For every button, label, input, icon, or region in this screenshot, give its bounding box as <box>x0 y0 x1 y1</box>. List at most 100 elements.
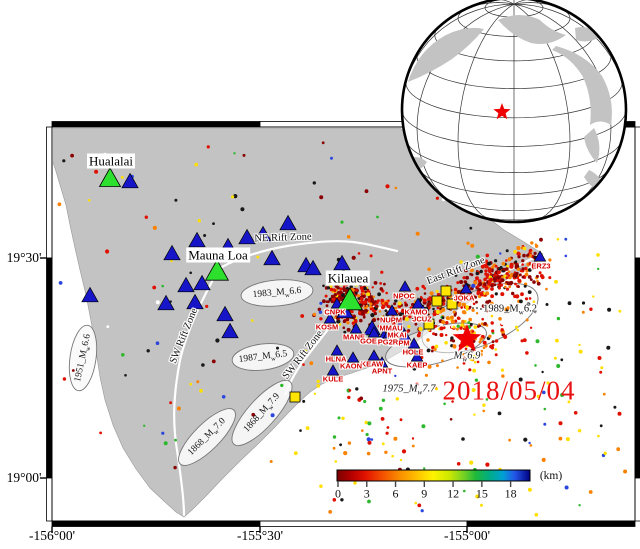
quake-dot <box>487 261 491 266</box>
quake-dot <box>348 389 352 392</box>
quake-dot <box>357 252 361 255</box>
quake-dot <box>439 326 444 331</box>
quake-dot <box>276 346 279 350</box>
quake-dot <box>533 251 537 255</box>
quake-dot <box>189 271 192 275</box>
quake-dot <box>525 318 529 322</box>
labeled-station-triangle <box>326 364 340 376</box>
quake-dot <box>567 301 572 306</box>
quake-dot <box>524 266 528 271</box>
quake-dot <box>269 460 273 463</box>
quake-dot <box>478 324 482 328</box>
quake-dot <box>353 319 358 324</box>
quake-dot <box>504 285 507 289</box>
quake-dot <box>500 368 504 372</box>
quake-dot <box>528 297 532 300</box>
quake-dot <box>347 395 351 400</box>
quake-dot <box>528 441 531 445</box>
quake-dot <box>509 280 514 285</box>
quake-dot <box>376 215 379 219</box>
labeled-station-triangle <box>533 250 547 262</box>
quake-dot <box>592 295 595 298</box>
quake-dot <box>505 259 508 262</box>
quake-dot <box>471 283 476 288</box>
quake-dot <box>423 467 426 470</box>
quake-dot <box>478 282 483 286</box>
quake-dot <box>330 300 334 304</box>
quake-dot <box>433 347 437 351</box>
quake-dot <box>488 277 494 282</box>
quake-dot <box>543 422 547 426</box>
quake-dot <box>364 189 369 194</box>
quake-dot <box>433 385 437 389</box>
quake-dot <box>441 316 445 319</box>
quake-dot <box>399 418 403 422</box>
quake-dot <box>494 292 498 296</box>
quake-dot <box>363 306 367 310</box>
labeled-station-triangle <box>346 351 360 363</box>
quake-dot <box>499 266 503 270</box>
quake-dot <box>376 299 380 303</box>
quake-dot <box>418 326 423 332</box>
quake-dot <box>597 356 602 360</box>
quake-dot <box>231 195 235 199</box>
frame-left-segment <box>46 477 53 522</box>
quake-dot <box>534 364 537 367</box>
frame-right-segment <box>634 477 640 522</box>
frame-bottom-segment <box>259 520 468 527</box>
continent-north-america <box>552 46 612 125</box>
quake-dot <box>280 383 284 388</box>
quake-dot <box>516 267 520 271</box>
quake-dot <box>270 413 275 418</box>
quake-dot <box>453 287 458 292</box>
quake-dot <box>578 349 583 354</box>
quake-dot <box>412 310 416 314</box>
quake-dot <box>542 390 546 395</box>
quake-dot <box>385 291 389 295</box>
quake-dot <box>472 368 477 373</box>
frame-right-segment <box>634 126 640 259</box>
quake-dot <box>176 406 181 411</box>
quake-dot <box>514 282 517 286</box>
quake-dot <box>471 308 475 312</box>
quake-dot <box>408 315 412 319</box>
quake-dot <box>553 356 557 360</box>
quake-dot <box>415 231 420 236</box>
quake-dot <box>378 310 382 313</box>
quake-dot <box>565 437 570 442</box>
quake-dot <box>555 338 559 343</box>
quake-dot <box>567 400 571 404</box>
quake-dot <box>473 325 478 329</box>
quake-dot <box>606 345 611 350</box>
quake-dot <box>464 347 468 351</box>
quake-dot <box>469 272 472 276</box>
quake-dot <box>174 438 178 442</box>
seismic-station-triangle <box>263 249 281 266</box>
quake-dot <box>434 277 437 280</box>
quake-dot <box>361 429 364 432</box>
station-label-mmau: MMAU <box>379 323 403 333</box>
quake-dot <box>479 337 483 341</box>
seismic-station-triangle <box>238 228 256 245</box>
quake-dot <box>453 314 457 317</box>
quake-dot <box>454 273 458 277</box>
station-label-ktpm: KTPM <box>388 338 410 348</box>
quake-dot <box>163 441 168 446</box>
quake-dot <box>374 300 377 303</box>
quake-dot <box>121 353 125 357</box>
quake-dot <box>490 321 494 325</box>
quake-dot <box>492 277 497 282</box>
quake-dot <box>351 255 356 260</box>
quake-dot <box>385 486 388 489</box>
quake-dot <box>517 285 520 289</box>
quake-dot <box>515 271 519 276</box>
labeled-station-triangle <box>407 337 421 349</box>
quake-dot <box>545 287 548 291</box>
quake-dot <box>516 328 519 332</box>
quake-dot <box>342 319 347 324</box>
quake-dot <box>488 299 492 303</box>
quake-dot <box>516 251 521 256</box>
quake-dot <box>339 296 344 300</box>
quake-dot <box>499 305 503 309</box>
quake-dot <box>513 249 517 254</box>
